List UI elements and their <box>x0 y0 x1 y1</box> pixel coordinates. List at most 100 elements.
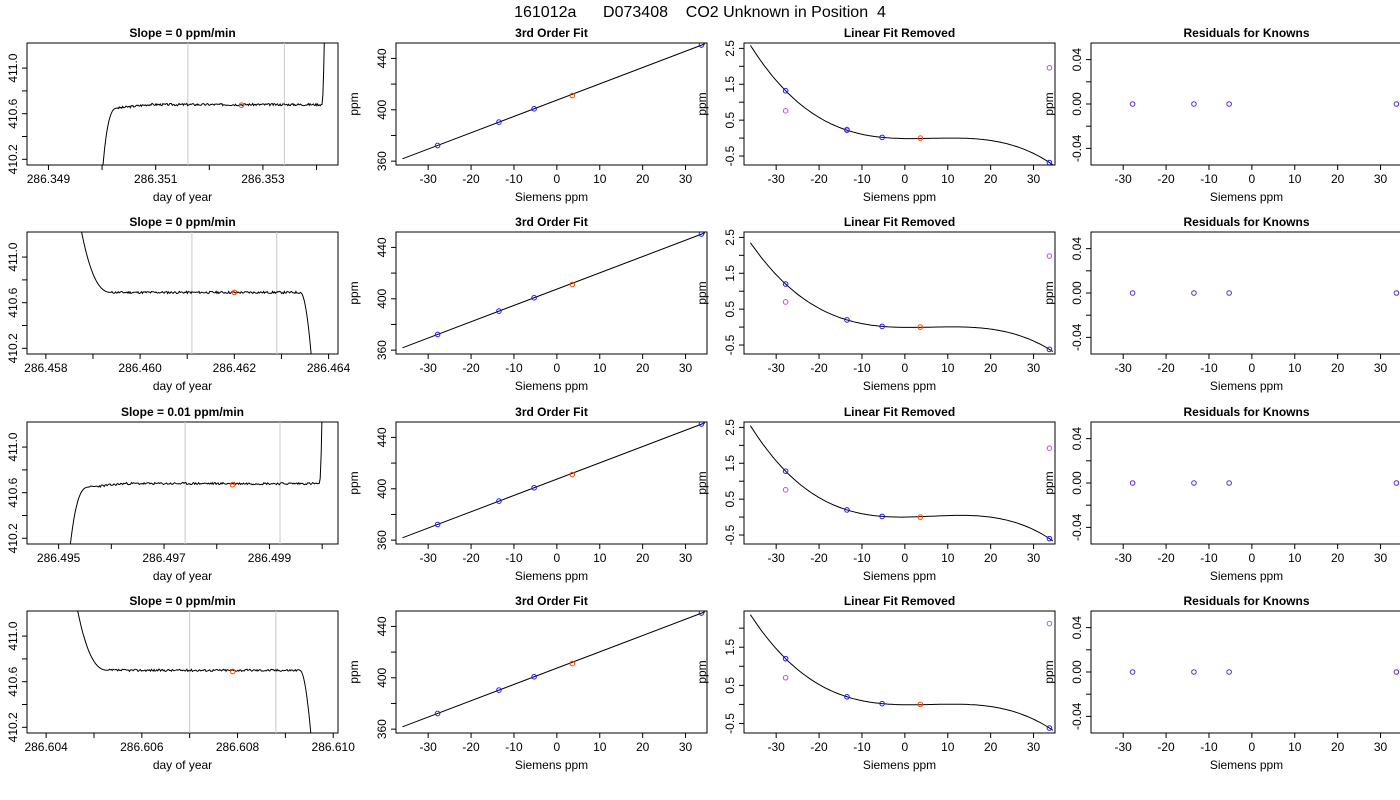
residual-point <box>1129 480 1136 486</box>
removed-point <box>1046 620 1053 627</box>
y-axis-label: ppm <box>347 281 361 304</box>
chart-panel-4: Residuals for Knowns Siemens ppm ppm -30 -20… <box>1042 26 1400 204</box>
x-tick-label: -20 <box>810 361 828 375</box>
chart-panel-15: Linear Fit Removed Siemens ppm ppm -30 -20 -1… <box>695 594 1056 772</box>
y-tick-label: 440 <box>375 237 389 257</box>
residual-point <box>1191 480 1197 486</box>
y-tick-label: 400 <box>375 478 389 498</box>
x-tick-label: -30 <box>420 551 438 565</box>
x-tick-label: -30 <box>768 361 786 375</box>
x-axis-label: Siemens ppm <box>863 379 936 393</box>
known-point <box>844 317 850 323</box>
plot-frame <box>1090 610 1400 734</box>
x-tick-label: -10 <box>505 740 523 754</box>
y-tick-label: 0.5 <box>723 677 737 694</box>
x-tick-label: 30 <box>1027 361 1041 375</box>
known-point <box>879 700 885 707</box>
plot-area <box>749 45 1054 165</box>
panel-title: 3rd Order Fit <box>515 405 588 419</box>
y-tick-label: 411.0 <box>6 432 20 461</box>
y-axis-label: ppm <box>1042 660 1056 683</box>
x-tick-label: 10 <box>941 740 955 754</box>
x-tick-label: 0 <box>1249 361 1256 375</box>
known-point <box>531 484 537 491</box>
x-tick-label: 30 <box>679 551 693 565</box>
x-tick-label: 30 <box>679 361 693 375</box>
y-tick-label: -0.04 <box>1070 134 1084 162</box>
plot-frame <box>26 421 339 545</box>
plot-frame <box>1090 231 1400 355</box>
x-tick-label: 10 <box>1288 551 1302 565</box>
removed-point <box>782 674 789 681</box>
plot-frame <box>395 42 708 166</box>
residual-point <box>1129 101 1136 107</box>
x-tick-label: 286.353 <box>241 172 285 186</box>
x-tick-label: -30 <box>1115 551 1133 565</box>
x-axis-label: day of year <box>153 379 212 393</box>
concentration-trace <box>81 232 312 354</box>
plot-area <box>1129 480 1400 486</box>
fit-line <box>402 43 706 160</box>
plot-area <box>402 43 706 160</box>
x-tick-label: 0 <box>902 740 909 754</box>
x-tick-label: 286.351 <box>134 172 178 186</box>
y-tick-label: 0.00 <box>1070 92 1084 116</box>
y-axis-label: ppm <box>347 471 361 494</box>
x-tick-label: -10 <box>853 740 871 754</box>
plot-frame <box>395 421 708 545</box>
plot-area <box>1129 290 1400 296</box>
known-point <box>496 498 502 504</box>
x-axis-label: Siemens ppm <box>1210 379 1283 393</box>
residual-point <box>1191 669 1197 675</box>
x-tick-label: 10 <box>1288 172 1302 186</box>
known-point <box>879 513 885 520</box>
known-point <box>879 134 885 141</box>
x-tick-label: 20 <box>636 172 650 186</box>
x-tick-label: 10 <box>593 361 607 375</box>
x-tick-label: -20 <box>810 172 828 186</box>
plot-frame <box>395 231 708 355</box>
panel-title: 3rd Order Fit <box>515 26 588 40</box>
y-tick-label: 2.5 <box>723 229 737 246</box>
unknown-point <box>917 135 924 141</box>
x-tick-label: 30 <box>679 172 693 186</box>
panel-title: 3rd Order Fit <box>515 594 588 608</box>
x-tick-label: 286.349 <box>27 172 71 186</box>
x-tick-label: -20 <box>1157 361 1175 375</box>
unknown-point <box>917 324 924 330</box>
x-tick-label: 20 <box>1331 361 1345 375</box>
chart-panel-8: Residuals for Knowns Siemens ppm ppm -30 -20… <box>1042 215 1400 393</box>
x-tick-label: 10 <box>1288 740 1302 754</box>
x-tick-label: 286.604 <box>24 740 68 754</box>
chart-panel-12: Residuals for Knowns Siemens ppm ppm -30 -20… <box>1042 405 1400 583</box>
residual-point <box>1393 669 1400 675</box>
y-axis-label: ppm <box>695 281 709 304</box>
y-tick-label: 400 <box>375 288 389 308</box>
unknown-point <box>569 92 576 99</box>
x-tick-label: -30 <box>1115 740 1133 754</box>
unknown-point <box>917 514 924 520</box>
y-tick-label: 1.5 <box>723 265 737 282</box>
x-tick-label: -10 <box>505 361 523 375</box>
x-tick-label: 30 <box>679 740 693 754</box>
panel-title: Slope = 0 ppm/min <box>129 215 235 229</box>
unknown-marker <box>229 668 236 675</box>
known-point <box>698 611 705 616</box>
x-tick-label: -30 <box>1115 361 1133 375</box>
x-tick-label: 0 <box>902 172 909 186</box>
x-tick-label: 20 <box>636 740 650 754</box>
known-point <box>434 710 441 717</box>
x-tick-label: 20 <box>984 361 998 375</box>
residual-point <box>1393 290 1400 296</box>
y-axis-label: ppm <box>1042 471 1056 494</box>
y-tick-label: 1.5 <box>723 76 737 93</box>
chart-panel-7: Linear Fit Removed Siemens ppm ppm -30 -20 -1… <box>695 215 1056 393</box>
y-tick-label: 410.6 <box>6 477 20 507</box>
known-point <box>1046 535 1053 542</box>
known-point <box>434 521 441 528</box>
x-tick-label: -20 <box>810 551 828 565</box>
y-tick-label: 410.6 <box>6 666 20 696</box>
chart-panel-14: 3rd Order Fit Siemens ppm ppm -30 -20 -10 0 10 2… <box>347 594 708 772</box>
x-tick-label: -30 <box>768 172 786 186</box>
